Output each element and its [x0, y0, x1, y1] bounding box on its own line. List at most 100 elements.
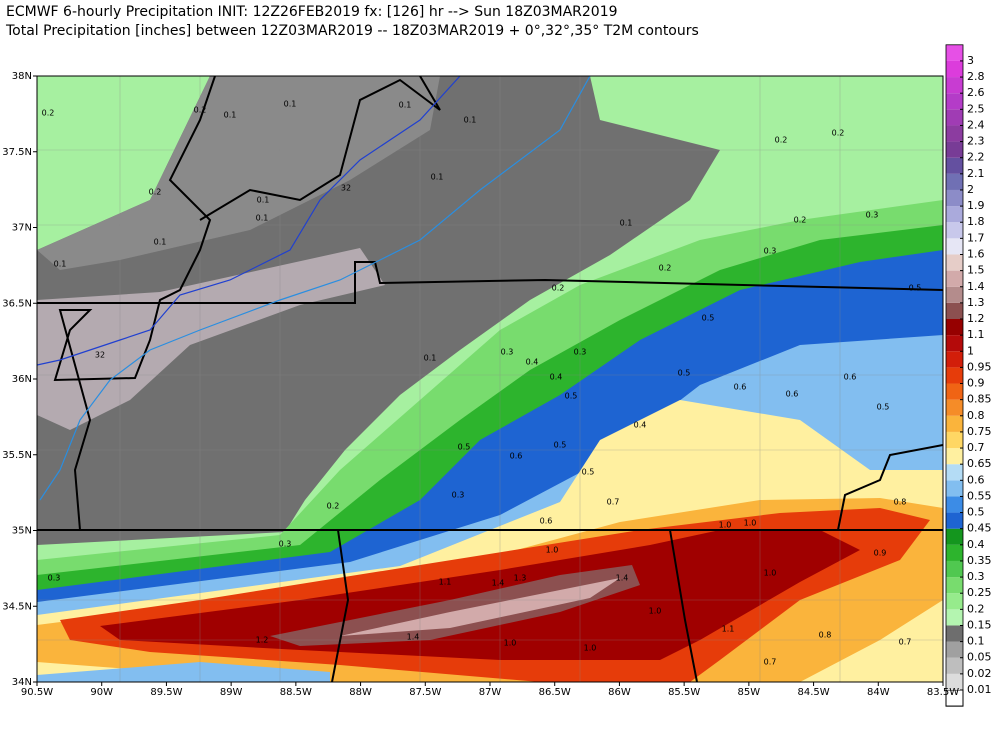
contour-label: 0.1	[154, 238, 167, 247]
x-tick-label: 84W	[867, 687, 890, 698]
contour-label: 0.2	[659, 264, 672, 273]
x-tick-label: 90W	[90, 687, 113, 698]
colorbar-box	[946, 206, 963, 223]
contour-label: 0.1	[431, 173, 444, 182]
contour-label: 0.5	[909, 284, 922, 293]
colorbar-box	[946, 77, 963, 94]
x-tick-label: 84.5W	[797, 687, 829, 698]
shade	[37, 662, 330, 682]
state-border	[669, 529, 698, 682]
x-tick-label: 87.5W	[409, 687, 441, 698]
contour-label: 0.1	[399, 101, 412, 110]
x-tick-label: 86.5W	[539, 687, 571, 698]
colorbar-label: 0.75	[967, 425, 992, 438]
colorbar-box	[946, 367, 963, 384]
contour-label: 0.1	[257, 196, 270, 205]
x-tick-label: 85W	[738, 687, 761, 698]
contour-label: 0.6	[844, 373, 857, 382]
colorbar-box	[946, 141, 963, 158]
colorbar-label: 1	[967, 344, 974, 357]
colorbar-box	[946, 657, 963, 674]
colorbar-label: 0.95	[967, 360, 992, 373]
y-tick-label: 37.5N	[2, 147, 32, 158]
contour-label: 32	[95, 351, 105, 360]
colorbar-label: 2	[967, 183, 974, 196]
x-tick-label: 85.5W	[668, 687, 700, 698]
colorbar-label: 1.7	[967, 231, 985, 244]
colorbar-label: 0.6	[967, 473, 985, 486]
y-tick-label: 38N	[12, 71, 32, 82]
colorbar-label: 0.02	[967, 667, 992, 680]
contour-label: 0.7	[899, 638, 912, 647]
colorbar-label: 1.5	[967, 264, 985, 277]
contour-label: 0.2	[194, 106, 207, 115]
colorbar-box	[946, 302, 963, 320]
colorbar-label: 0.55	[967, 489, 992, 502]
colorbar-label: 0.1	[967, 635, 985, 648]
x-tick-label: 89W	[220, 687, 243, 698]
colorbar-label: 0.45	[967, 522, 992, 535]
contour-label: 0.5	[458, 443, 471, 452]
contour-label: 0.6	[510, 452, 523, 461]
contour-label: 0.8	[894, 498, 907, 507]
colorbar-box	[946, 238, 963, 255]
colorbar-box	[946, 60, 963, 78]
contour-label: 0.2	[794, 216, 807, 225]
colorbar-label: 0.2	[967, 602, 985, 615]
colorbar-label: 0.65	[967, 457, 992, 470]
y-tick-label: 35N	[12, 526, 32, 537]
colorbar-box	[946, 593, 963, 610]
colorbar-label: 0.85	[967, 393, 992, 406]
colorbar-label: 0.25	[967, 586, 992, 599]
colorbar-box	[946, 335, 963, 352]
colorbar-label: 0.01	[967, 683, 992, 696]
shade	[37, 76, 440, 270]
colorbar-label: 0.4	[967, 538, 985, 551]
colorbar-box	[946, 528, 963, 545]
colorbar-box	[946, 254, 963, 271]
colorbar-box	[946, 286, 963, 303]
contour-label: 0.2	[552, 284, 565, 293]
colorbar-label: 1.3	[967, 296, 985, 309]
colorbar-box	[946, 189, 963, 207]
title-line: ECMWF 6-hourly Precipitation INIT: 12Z26…	[6, 4, 618, 20]
shade	[340, 578, 620, 636]
contour-label: 0.4	[526, 358, 539, 367]
temp-contour	[37, 76, 461, 366]
contour-label: 1.0	[649, 607, 662, 616]
temp-contour	[39, 76, 591, 501]
contour-label: 1.0	[719, 521, 732, 530]
contour-label: 0.7	[764, 658, 777, 667]
colorbar-box	[946, 109, 963, 126]
contour-label: 1.0	[584, 644, 597, 653]
contour-label: 0.2	[775, 136, 788, 145]
colorbar-label: 2.4	[967, 118, 985, 131]
contour-label: 0.6	[540, 517, 553, 526]
colorbar-box	[946, 464, 963, 481]
contour-label: 0.3	[501, 348, 514, 357]
contour-label: 0.3	[764, 247, 777, 256]
contour-label: 0.5	[554, 441, 567, 450]
state-border	[837, 444, 943, 531]
contour-label: 0.3	[574, 348, 587, 357]
colorbar-box	[946, 222, 963, 239]
x-tick-label: 86W	[608, 687, 631, 698]
colorbar-label: 0.9	[967, 377, 985, 390]
title-line: Total Precipitation [inches] between 12Z…	[5, 23, 699, 39]
colorbar-box	[946, 560, 963, 578]
contour-label: 1.0	[764, 569, 777, 578]
colorbar-box	[946, 641, 963, 658]
colorbar-box	[946, 480, 963, 497]
contour-label: 0.2	[42, 109, 55, 118]
colorbar-label: 1.4	[967, 280, 985, 293]
x-tick-label: 83.5W	[927, 687, 959, 698]
colorbar-label: 1.6	[967, 247, 985, 260]
y-tick-label: 34.5N	[2, 601, 32, 612]
colorbar-box	[946, 512, 963, 529]
colorbar-label: 0.15	[967, 618, 992, 631]
colorbar-box	[946, 93, 963, 110]
contour-label: 0.3	[279, 540, 292, 549]
contour-label: 1.1	[439, 578, 452, 587]
x-tick-label: 90.5W	[21, 687, 53, 698]
